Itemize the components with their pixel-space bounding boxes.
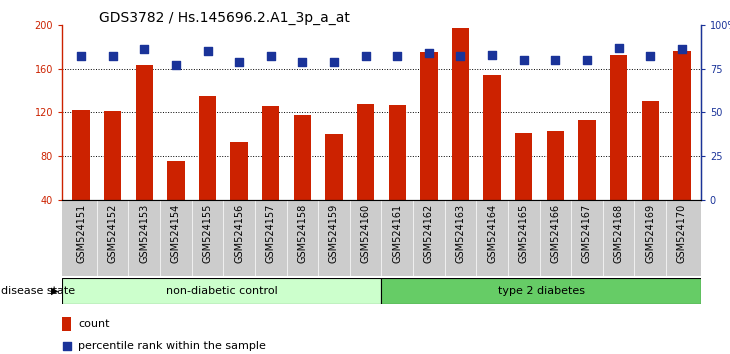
Bar [262, 106, 280, 200]
Text: GDS3782 / Hs.145696.2.A1_3p_a_at: GDS3782 / Hs.145696.2.A1_3p_a_at [99, 11, 350, 25]
Text: GSM524159: GSM524159 [329, 204, 339, 263]
Text: GSM524166: GSM524166 [550, 204, 561, 263]
Point [328, 59, 340, 64]
Bar [167, 161, 185, 200]
Text: GSM524152: GSM524152 [107, 204, 118, 263]
Text: GSM524167: GSM524167 [582, 204, 592, 263]
Point [170, 62, 182, 68]
Bar [452, 28, 469, 200]
Point [550, 57, 561, 63]
Point [676, 46, 688, 52]
Text: GSM524162: GSM524162 [424, 204, 434, 263]
Text: GSM524156: GSM524156 [234, 204, 244, 263]
Text: GSM524163: GSM524163 [456, 204, 466, 263]
Bar [62, 317, 71, 331]
Bar [388, 105, 406, 200]
Point [486, 52, 498, 57]
Point [645, 53, 656, 59]
Bar [62, 278, 381, 304]
Text: GSM524155: GSM524155 [202, 204, 212, 263]
Text: GSM524153: GSM524153 [139, 204, 149, 263]
Point [75, 53, 87, 59]
Text: disease state: disease state [1, 286, 75, 296]
Text: GSM524168: GSM524168 [614, 204, 623, 263]
Bar [199, 96, 216, 200]
Bar [231, 142, 247, 200]
Point [201, 48, 213, 54]
Bar [293, 115, 311, 200]
Bar [673, 51, 691, 200]
Text: GSM524154: GSM524154 [171, 204, 181, 263]
Text: GSM524165: GSM524165 [519, 204, 529, 263]
Text: count: count [78, 319, 110, 329]
Bar [483, 75, 501, 200]
Point [518, 57, 529, 63]
Point [455, 53, 466, 59]
Point [391, 53, 403, 59]
Bar [515, 133, 532, 200]
Text: GSM524164: GSM524164 [487, 204, 497, 263]
Point [423, 50, 434, 56]
Bar [326, 134, 342, 200]
Text: percentile rank within the sample: percentile rank within the sample [78, 341, 266, 351]
Bar [610, 56, 627, 200]
Text: type 2 diabetes: type 2 diabetes [498, 286, 585, 296]
Text: ▶: ▶ [51, 286, 58, 296]
Point [61, 343, 72, 348]
Text: non-diabetic control: non-diabetic control [166, 286, 277, 296]
Text: GSM524151: GSM524151 [76, 204, 86, 263]
Bar [104, 111, 121, 200]
Text: GSM524169: GSM524169 [645, 204, 656, 263]
Text: GSM524160: GSM524160 [361, 204, 371, 263]
Bar [357, 104, 374, 200]
Bar [72, 110, 90, 200]
Point [234, 59, 245, 64]
Point [581, 57, 593, 63]
Point [107, 53, 118, 59]
Point [296, 59, 308, 64]
Text: GSM524157: GSM524157 [266, 204, 276, 263]
Bar [136, 65, 153, 200]
Point [612, 45, 624, 50]
Point [265, 53, 277, 59]
Bar [381, 278, 701, 304]
Point [360, 53, 372, 59]
Bar [578, 120, 596, 200]
Bar [547, 131, 564, 200]
Text: GSM524170: GSM524170 [677, 204, 687, 263]
Point [139, 46, 150, 52]
Text: GSM524161: GSM524161 [392, 204, 402, 263]
Bar [642, 102, 659, 200]
Text: GSM524158: GSM524158 [297, 204, 307, 263]
Bar [420, 52, 437, 200]
